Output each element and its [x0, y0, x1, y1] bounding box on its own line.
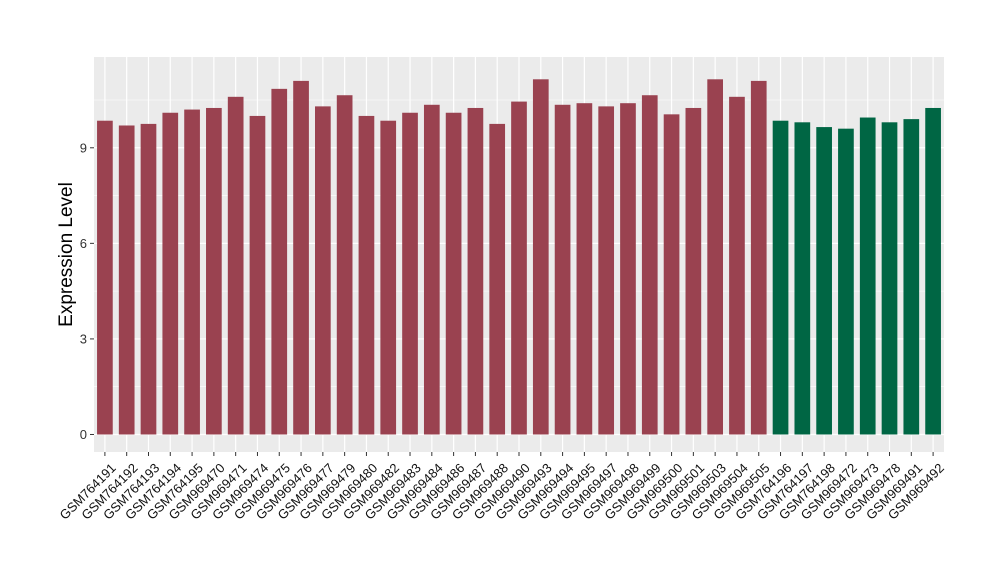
bar-GSM764196: [772, 120, 789, 435]
bar-GSM969480: [358, 115, 375, 435]
bar-GSM969491: [903, 119, 920, 435]
bar-GSM969497: [598, 106, 615, 435]
bar-GSM969503: [707, 79, 723, 435]
y-tick-label: 0: [80, 427, 87, 442]
bar-GSM969478: [881, 122, 898, 435]
bar-GSM969505: [750, 80, 767, 435]
bar-GSM969501: [685, 107, 702, 435]
bar-GSM764193: [140, 123, 157, 435]
bar-GSM969487: [467, 107, 484, 435]
bar-GSM969477: [315, 106, 331, 435]
bar-GSM969479: [336, 95, 353, 435]
bar-GSM969494: [554, 104, 571, 435]
bar-GSM969473: [859, 117, 876, 435]
bar-GSM764191: [97, 120, 113, 435]
bar-GSM969483: [402, 112, 418, 435]
bar-GSM969470: [206, 107, 222, 435]
bar-GSM969484: [423, 104, 440, 435]
bar-GSM969474: [249, 115, 266, 435]
x-axis: GSM764191GSM764192GSM764193GSM764194GSM7…: [57, 452, 947, 523]
y-tick-label: 3: [80, 331, 87, 346]
bar-GSM969498: [620, 103, 636, 435]
bar-GSM969488: [489, 123, 506, 435]
bar-GSM969486: [445, 112, 462, 435]
bar-GSM969490: [511, 101, 527, 435]
bar-GSM969499: [641, 95, 658, 435]
bar-GSM764192: [118, 125, 135, 435]
bar-GSM969492: [925, 107, 941, 435]
y-axis-title: Expression Level: [56, 182, 77, 327]
y-tick-label: 9: [80, 140, 87, 155]
bar-GSM969471: [227, 96, 244, 435]
bar-GSM969482: [380, 120, 397, 435]
bar-GSM764194: [162, 112, 179, 435]
bar-GSM764197: [794, 122, 811, 435]
bar-GSM764195: [184, 109, 200, 435]
bar-GSM969500: [663, 114, 680, 435]
bar-GSM764198: [816, 127, 832, 435]
bar-GSM969493: [532, 79, 549, 435]
y-axis: 0 3 6 9: [80, 140, 94, 442]
bars: [97, 79, 941, 435]
bar-GSM969475: [271, 88, 288, 435]
bar-GSM969504: [729, 96, 745, 435]
bar-GSM969495: [576, 103, 593, 435]
y-tick-label: 6: [80, 236, 87, 251]
bar-GSM969476: [293, 80, 309, 435]
bar-GSM969472: [838, 128, 854, 435]
